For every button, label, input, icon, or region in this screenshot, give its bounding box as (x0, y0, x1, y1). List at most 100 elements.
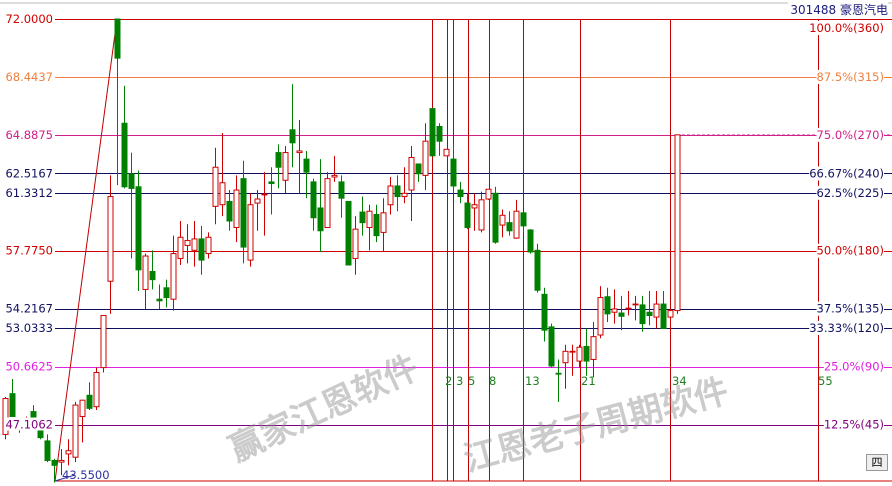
candle (492, 186, 499, 244)
right-percent-label: 66.67%(240) (809, 166, 884, 180)
candle (317, 159, 324, 252)
candle (632, 295, 639, 321)
candle-body (394, 185, 401, 198)
candle (72, 401, 79, 463)
candle (275, 144, 282, 189)
candle (527, 229, 534, 254)
candle-body (583, 345, 590, 362)
candle-body (611, 308, 618, 313)
candle-body (569, 350, 576, 353)
candle (513, 199, 520, 239)
candle-body (142, 255, 149, 290)
candle-body (527, 229, 534, 253)
candle-body (646, 311, 653, 316)
candle (583, 328, 590, 376)
candle-body (597, 297, 604, 336)
candle (576, 344, 583, 368)
candle-body (93, 371, 100, 408)
candle-body (436, 126, 443, 142)
candle-body (149, 270, 156, 281)
candle-body (520, 212, 527, 227)
candle (44, 434, 51, 463)
candle-body (555, 372, 562, 375)
candle (604, 287, 611, 322)
candle-body (499, 214, 506, 226)
candle-body (632, 303, 639, 306)
right-percent-label: 37.5%(135) (817, 302, 884, 316)
label-bg (6, 417, 54, 431)
candle-body (114, 18, 121, 59)
candle-body (163, 287, 170, 299)
right-percent-label: 62.5%(225) (817, 186, 884, 200)
candle (65, 439, 72, 466)
candle-body (240, 178, 247, 248)
candle (506, 211, 513, 236)
right-percent-label: 75.0%(270) (817, 128, 884, 142)
candle (415, 163, 422, 182)
candle-body (485, 188, 492, 200)
candle (254, 190, 261, 231)
candle-body (464, 202, 471, 229)
candle (58, 449, 65, 476)
candle-body (653, 303, 660, 318)
candle-body (338, 181, 345, 199)
candle (128, 152, 135, 259)
candle (408, 146, 415, 221)
candle-body (296, 150, 303, 154)
candle (114, 18, 121, 186)
candle-body (191, 238, 198, 251)
candle-body (86, 394, 93, 409)
candle (597, 286, 604, 339)
label-bg (823, 417, 884, 432)
label-bg (6, 185, 54, 199)
candle-body (58, 459, 65, 463)
candle-body (254, 198, 261, 204)
candle (380, 198, 387, 252)
candle-body (212, 166, 219, 207)
candle-body (429, 108, 436, 157)
candle-body (590, 336, 597, 360)
label-bg (6, 301, 54, 315)
candle (639, 295, 646, 332)
fib-time-label: 8 (489, 374, 496, 388)
candle (485, 188, 492, 200)
fib-time-label: 55 (818, 374, 833, 388)
candle (107, 175, 114, 314)
candle-body (65, 450, 72, 455)
candle-body (457, 189, 464, 198)
candle (520, 212, 527, 233)
candle-body (156, 298, 163, 302)
candle (387, 177, 394, 215)
label-bg (6, 127, 54, 141)
candle (548, 323, 555, 368)
candle (401, 167, 408, 204)
trend-line (54, 18, 118, 482)
left-price-label: 57.7750 (5, 244, 53, 258)
candle (170, 235, 177, 311)
candle (233, 175, 240, 243)
candle-body (289, 129, 296, 144)
period-button[interactable]: 四 (866, 454, 888, 471)
fib-time-label: 2 (445, 374, 452, 388)
candle-body (128, 173, 135, 189)
candle (499, 209, 506, 238)
candle (569, 344, 576, 376)
left-price-label: 72.0000 (5, 12, 53, 26)
fib-time-label: 5 (468, 374, 475, 388)
candle-body (625, 307, 632, 310)
candle-body (401, 192, 408, 198)
candle-body (275, 152, 282, 168)
candle-body (177, 236, 184, 259)
candle (2, 396, 9, 440)
left-price-label: 47.1062 (5, 418, 53, 432)
candle (422, 123, 429, 191)
candle-body (674, 134, 681, 312)
stock-title: 301488 豪恩汽电 (788, 1, 888, 18)
candle (310, 178, 317, 231)
label-bg (816, 301, 884, 316)
candle (261, 172, 268, 236)
candle-body (72, 404, 79, 458)
left-price-label: 64.8875 (5, 128, 53, 142)
candle-body (331, 174, 338, 178)
fib-time-label: 21 (581, 374, 596, 388)
